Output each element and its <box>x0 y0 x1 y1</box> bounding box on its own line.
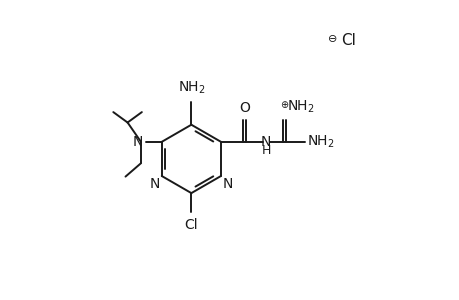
Text: ⊖: ⊖ <box>327 34 336 44</box>
Text: NH$_2$: NH$_2$ <box>177 80 205 96</box>
Text: N: N <box>222 178 232 191</box>
Text: N: N <box>150 178 160 191</box>
Text: H: H <box>261 144 270 157</box>
Text: Cl: Cl <box>341 33 356 48</box>
Text: O: O <box>239 101 250 115</box>
Text: NH$_2$: NH$_2$ <box>286 99 314 115</box>
Text: NH$_2$: NH$_2$ <box>306 134 334 150</box>
Text: N: N <box>260 135 271 149</box>
Text: N: N <box>133 135 143 149</box>
Text: ⊕: ⊕ <box>280 100 287 110</box>
Text: Cl: Cl <box>184 218 198 232</box>
